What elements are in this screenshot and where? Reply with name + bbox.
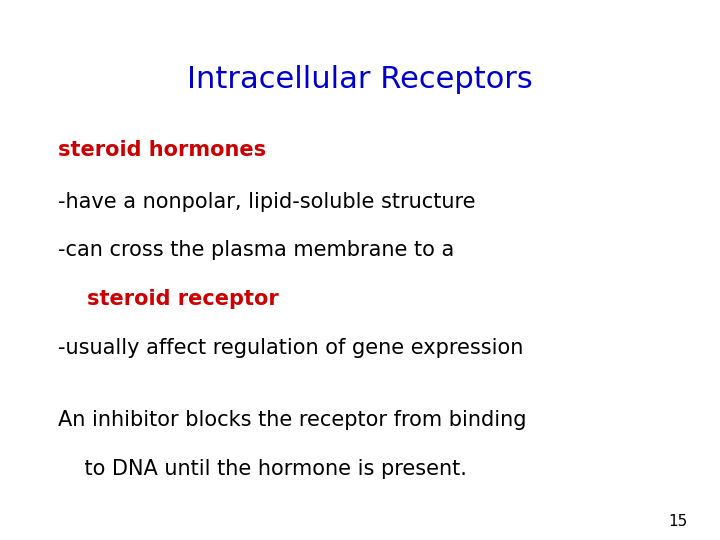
Text: 15: 15 [668,514,688,529]
Text: An inhibitor blocks the receptor from binding: An inhibitor blocks the receptor from bi… [58,410,526,430]
Text: steroid hormones: steroid hormones [58,140,266,160]
Text: to DNA until the hormone is present.: to DNA until the hormone is present. [58,459,467,479]
Text: steroid receptor: steroid receptor [58,289,279,309]
Text: -usually affect regulation of gene expression: -usually affect regulation of gene expre… [58,338,523,357]
Text: Intracellular Receptors: Intracellular Receptors [187,65,533,94]
Text: -can cross the plasma membrane to a: -can cross the plasma membrane to a [58,240,454,260]
Text: -have a nonpolar, lipid-soluble structure: -have a nonpolar, lipid-soluble structur… [58,192,475,212]
